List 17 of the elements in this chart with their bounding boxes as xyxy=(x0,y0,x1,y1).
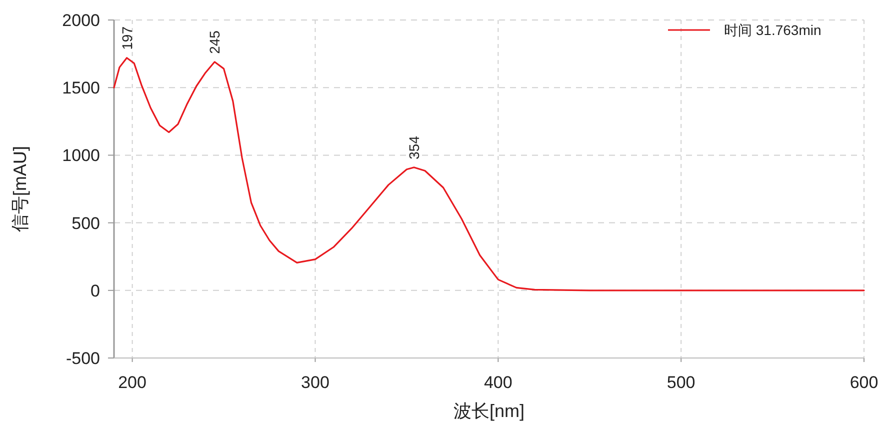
x-axis-title: 波长[nm] xyxy=(453,401,525,421)
x-tick-label: 200 xyxy=(118,373,146,392)
y-tick-label: 1000 xyxy=(62,146,100,166)
x-tick-label: 600 xyxy=(850,373,878,392)
y-tick-label: 1500 xyxy=(62,78,100,98)
y-tick-label: 0 xyxy=(90,281,100,300)
annotation: 245 xyxy=(206,30,223,54)
x-tick-label: 500 xyxy=(666,373,696,392)
x-tick-label: 300 xyxy=(301,373,330,392)
y-axis-title: 信号[mAU] xyxy=(10,146,30,232)
y-tick-label: -500 xyxy=(66,349,100,368)
legend-label: 时间 31.763min xyxy=(724,22,822,38)
x-tick-label: 400 xyxy=(484,373,512,392)
annotation: 197 xyxy=(118,26,135,50)
annotation: 354 xyxy=(406,136,422,160)
y-tick-label: 2000 xyxy=(62,11,100,30)
y-tick-label: 500 xyxy=(72,214,100,233)
